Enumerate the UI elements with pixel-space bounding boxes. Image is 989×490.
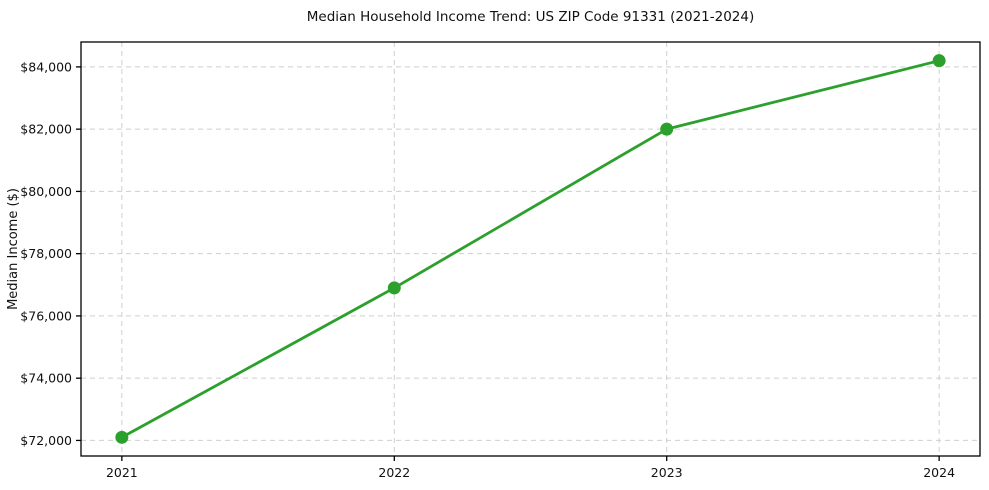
y-tick-label: $78,000 [20, 246, 72, 261]
data-point [932, 54, 946, 68]
y-tick-label: $72,000 [20, 433, 72, 448]
y-axis-label: Median Income ($) [6, 188, 21, 310]
data-point [387, 281, 401, 295]
data-point [115, 430, 129, 444]
y-tick-label: $76,000 [20, 308, 72, 323]
y-tick-label: $80,000 [20, 184, 72, 199]
x-tick-label: 2022 [378, 465, 410, 480]
x-tick-label: 2021 [106, 465, 138, 480]
trend-line [120, 59, 941, 439]
x-tick-label: 2024 [923, 465, 955, 480]
chart-title: Median Household Income Trend: US ZIP Co… [306, 9, 755, 25]
x-tick-label: 2023 [651, 465, 683, 480]
data-point [660, 122, 674, 136]
y-tick-label: $74,000 [20, 371, 72, 386]
y-tick-label: $82,000 [20, 122, 72, 137]
y-tick-label: $84,000 [20, 59, 72, 74]
plot-border [80, 41, 981, 457]
